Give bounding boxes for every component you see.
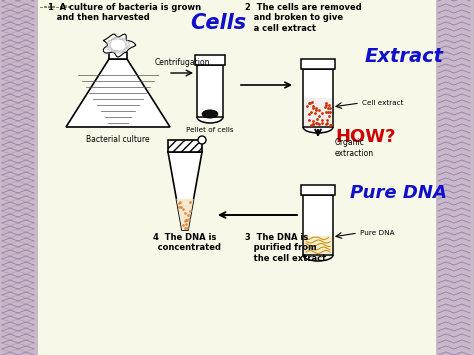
Polygon shape [103,34,136,57]
Polygon shape [176,199,193,230]
Bar [60,6,63,8]
Bar [303,195,333,255]
Text: 3  The DNA is
   purified from
   the cell extract: 3 The DNA is purified from the cell extr… [245,233,326,263]
Ellipse shape [304,122,332,132]
Bar [64,5,67,8]
Bar [48,6,51,8]
Text: 2  The cells are removed
   and broken to give
   a cell extract: 2 The cells are removed and broken to gi… [245,3,362,33]
Text: Extract: Extract [365,48,444,66]
Text: Organic
extraction: Organic extraction [335,138,374,158]
Text: Centrifugation: Centrifugation [154,58,210,67]
Text: Cell extract: Cell extract [362,100,403,106]
Bar [68,6,71,8]
Text: Pellet of cells: Pellet of cells [186,127,234,133]
Ellipse shape [202,110,218,118]
Bar [195,55,225,65]
Text: HOW?: HOW? [335,128,395,146]
Bar [52,6,55,8]
Bar [436,0,474,355]
Circle shape [198,136,206,144]
Bar [0,0,38,355]
Bar [304,98,332,126]
Bar [40,7,43,8]
Bar [168,140,202,152]
Text: Pure DNA: Pure DNA [350,184,447,202]
Bar [56,7,59,8]
Text: 1  A culture of bacteria is grown
   and then harvested: 1 A culture of bacteria is grown and the… [48,3,201,22]
Bar [303,69,333,127]
Bar [301,185,335,195]
Polygon shape [66,59,170,127]
Text: 4  The DNA is
   concentrated: 4 The DNA is concentrated [149,233,221,252]
Text: Pure DNA: Pure DNA [360,230,395,236]
Bar [304,236,332,254]
Text: Bacterial culture: Bacterial culture [86,135,150,144]
Polygon shape [168,152,202,230]
Text: Cells: Cells [190,13,246,33]
Bar [44,6,47,8]
Ellipse shape [198,112,222,122]
Bar [38,0,436,355]
Bar [197,65,223,117]
Bar [301,59,335,69]
Bar [109,45,127,59]
